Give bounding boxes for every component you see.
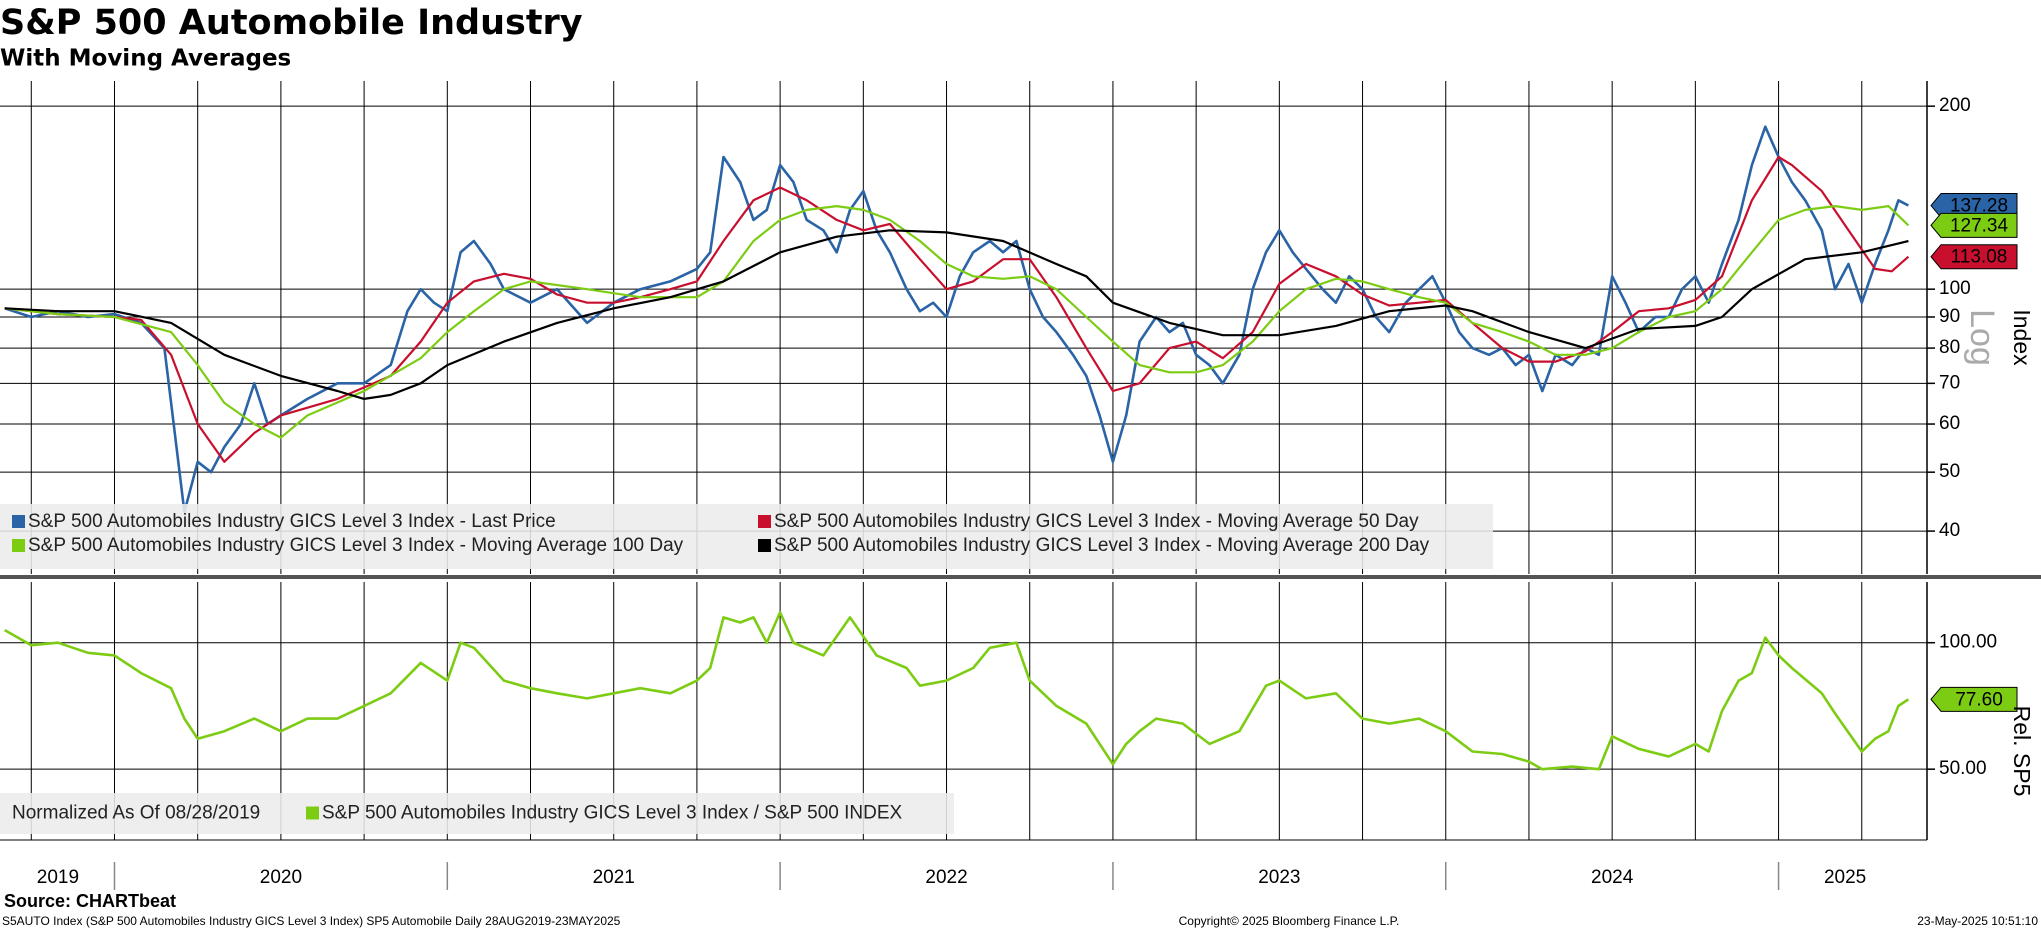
y-tick-label: 100.00	[1939, 632, 1997, 653]
legend-label: S&P 500 Automobiles Industry GICS Level …	[774, 511, 1419, 532]
y-tick-label: 60	[1939, 413, 1960, 434]
series-line	[4, 125, 1909, 514]
scale-label: Log	[1963, 309, 2001, 366]
x-tick-label: 2020	[260, 867, 302, 888]
legend-swatch	[758, 539, 771, 552]
y-tick-label: 100	[1939, 278, 1971, 299]
legend-label: S&P 500 Automobiles Industry GICS Level …	[28, 535, 684, 556]
chart-subtitle: With Moving Averages	[0, 46, 291, 72]
footer-info: S5AUTO Index (S&P 500 Automobiles Indust…	[2, 914, 621, 928]
x-tick-label: 2021	[593, 867, 635, 888]
x-tick-label: 2022	[925, 867, 967, 888]
x-tick-label: 2025	[1824, 867, 1866, 888]
y-tick-label: 200	[1939, 95, 1971, 116]
legend-note: Normalized As Of 08/28/2019	[12, 803, 260, 824]
y-axis-label: Rel. SP5	[2009, 706, 2035, 797]
x-tick-label: 2024	[1591, 867, 1634, 888]
legend-swatch	[758, 515, 771, 528]
last-value-tag	[1930, 686, 2018, 712]
chart-title: S&P 500 Automobile Industry	[0, 3, 583, 43]
y-axis-label: Index	[2009, 309, 2035, 366]
legend-box	[0, 793, 954, 834]
legend-swatch	[306, 806, 319, 820]
legend-box	[0, 504, 1493, 569]
last-value-label: 137.28	[1950, 196, 2008, 217]
series-line	[4, 611, 1910, 771]
last-value-label: 77.60	[1955, 689, 2003, 710]
y-tick-label: 70	[1939, 372, 1960, 393]
last-value-label: 127.34	[1950, 215, 2009, 236]
y-tick-label: 50.00	[1939, 758, 1987, 779]
last-value-label: 113.08	[1951, 247, 2008, 268]
legend-label: S&P 500 Automobiles Industry GICS Level …	[322, 803, 903, 824]
series-line	[4, 205, 1910, 439]
y-tick-label: 40	[1939, 520, 1960, 541]
legend-swatch	[12, 539, 25, 552]
x-tick-label: 2023	[1258, 867, 1300, 888]
series-line	[4, 155, 1910, 463]
last-value-tag	[1930, 212, 2018, 238]
x-tick-label: 2019	[37, 867, 79, 888]
last-value-tag	[1930, 244, 2018, 270]
legend-label: S&P 500 Automobiles Industry GICS Level …	[774, 535, 1430, 556]
legend-label: S&P 500 Automobiles Industry GICS Level …	[28, 511, 556, 532]
copyright: Copyright© 2025 Bloomberg Finance L.P.	[1179, 914, 1400, 928]
y-tick-label: 50	[1939, 461, 1960, 482]
series-line	[4, 229, 1909, 400]
y-tick-label: 90	[1939, 306, 1960, 327]
legend-swatch	[12, 515, 25, 528]
timestamp: 23-May-2025 10:51:10	[1917, 914, 2038, 928]
y-tick-label: 80	[1939, 337, 1960, 358]
source: Source: CHARTbeat	[4, 891, 176, 911]
